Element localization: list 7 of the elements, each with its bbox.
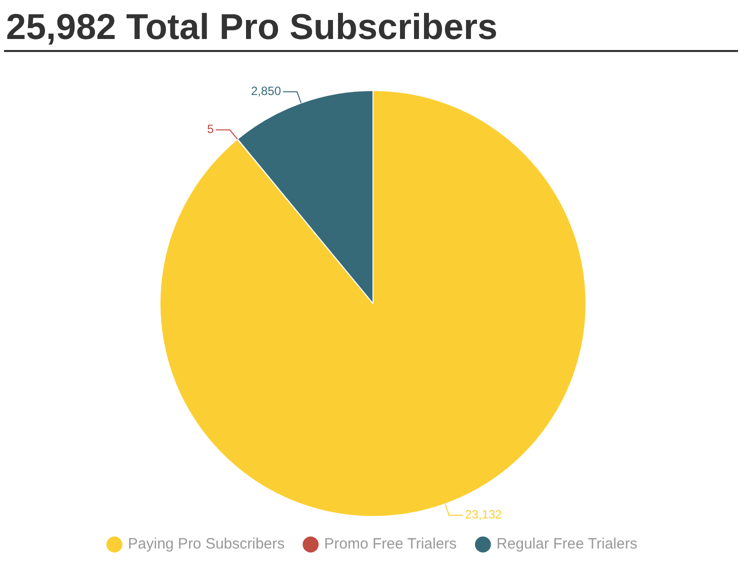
legend-label: Regular Free Trialers [496,536,638,553]
data-label: 23,132 [465,508,502,522]
data-label: 2,850 [250,84,282,98]
legend-label: Promo Free Trialers [324,536,457,553]
chart-title: 25,982 Total Pro Subscribers [4,0,738,52]
data-label: 5 [207,122,214,136]
legend-label: Paying Pro Subscribers [128,536,285,553]
